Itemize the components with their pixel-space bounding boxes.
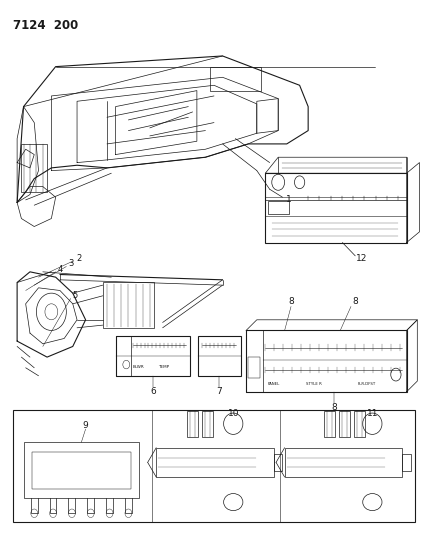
Bar [116,336,190,376]
Bar [246,330,263,392]
Text: 3: 3 [68,260,73,268]
Bar [187,411,198,437]
Bar [248,357,260,378]
Bar [402,454,411,471]
Bar [13,410,415,522]
Bar [156,448,274,477]
Text: 10: 10 [228,409,239,417]
Text: FLR-DFST: FLR-DFST [357,382,376,386]
Text: 7: 7 [216,387,222,396]
Bar [339,411,350,437]
Text: TEMP: TEMP [158,365,169,369]
Text: 8: 8 [352,297,358,305]
Text: 9: 9 [83,421,89,430]
Bar [354,411,365,437]
Text: 2: 2 [77,254,82,263]
Text: 6: 6 [150,387,156,396]
Bar [32,452,131,489]
Bar [24,442,139,498]
Text: 12: 12 [356,254,367,263]
Bar [268,201,289,214]
Bar [21,144,47,192]
Bar [265,173,407,243]
Bar [246,330,407,392]
Text: PANEL: PANEL [268,382,280,386]
Text: STYLE R: STYLE R [306,382,322,386]
Bar [324,411,335,437]
Text: BLWR: BLWR [133,365,144,369]
Bar [210,67,261,91]
Bar [198,336,241,376]
Text: 1: 1 [286,196,292,204]
Text: 8: 8 [288,297,294,305]
Bar [274,454,282,471]
Text: 8: 8 [332,403,337,412]
Bar [103,282,154,328]
Bar [285,448,402,477]
Bar [202,411,213,437]
Bar [116,336,131,376]
Text: 7124  200: 7124 200 [13,19,78,31]
Text: 11: 11 [367,409,378,417]
Text: 4: 4 [57,265,62,273]
Text: 5: 5 [72,292,77,300]
